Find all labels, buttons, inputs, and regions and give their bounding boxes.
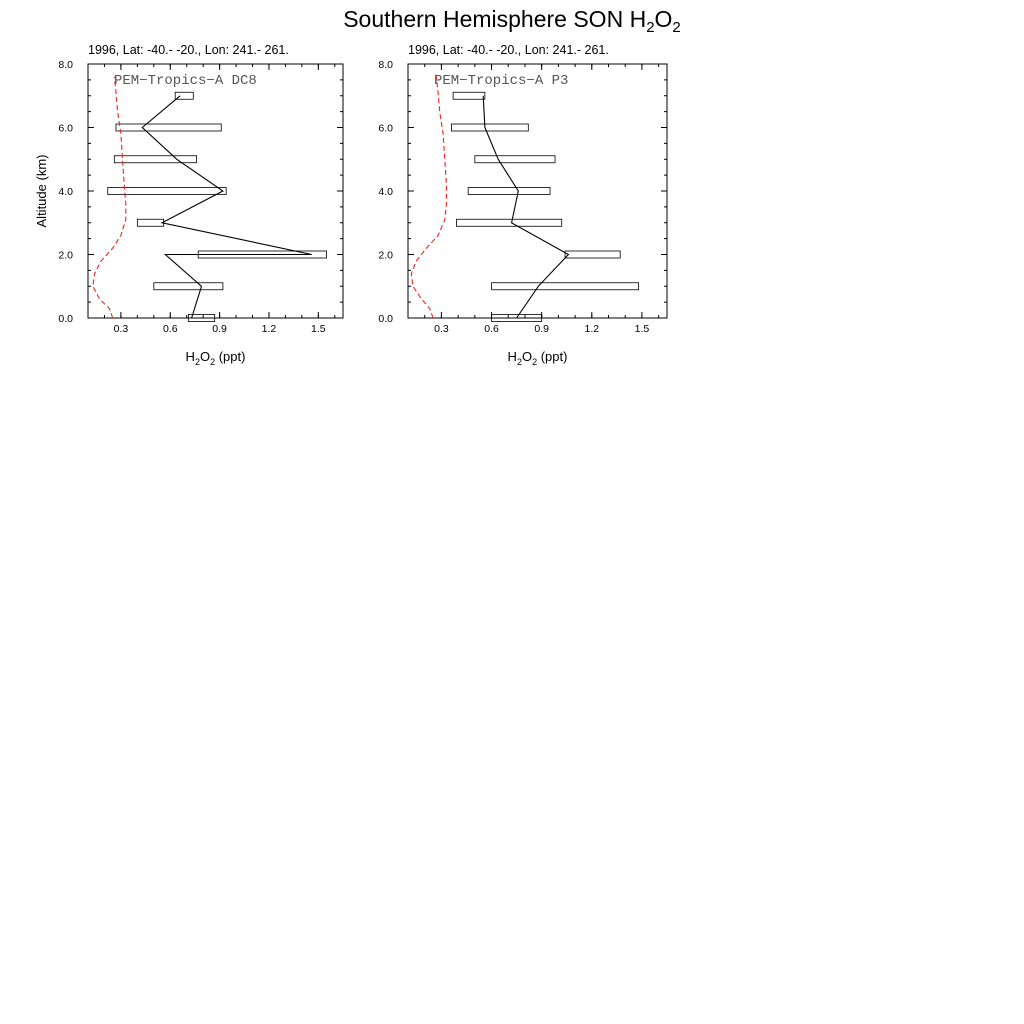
plot-frame <box>87 63 344 319</box>
obs-range-box <box>474 155 556 164</box>
obs-range-box <box>115 123 222 132</box>
x-tick-label: 1.5 <box>311 323 326 335</box>
x-tick-label: 0.3 <box>434 323 449 335</box>
x-axis-label: H2O2 (ppt) <box>186 349 246 367</box>
obs-range-box <box>564 250 621 259</box>
y-tick-label: 4.0 <box>378 186 393 198</box>
plot-frame <box>407 63 668 319</box>
x-tick-label: 0.3 <box>114 323 129 335</box>
y-tick-label: 0.0 <box>378 313 393 325</box>
model-profile-line <box>410 76 447 319</box>
y-tick-label: 0.0 <box>58 313 73 325</box>
obs-range-box <box>107 187 227 195</box>
y-axis-label: Altitude (km) <box>34 155 49 228</box>
obs-range-box <box>452 91 486 100</box>
x-tick-label: 1.2 <box>585 323 600 335</box>
observed-profile-line <box>141 95 312 319</box>
y-tick-label: 8.0 <box>378 59 393 71</box>
obs-range-box <box>467 187 551 195</box>
x-tick-label: 1.5 <box>635 323 650 335</box>
y-tick-label: 6.0 <box>378 123 393 135</box>
y-tick-label: 4.0 <box>58 186 73 198</box>
x-tick-label: 0.6 <box>163 323 178 335</box>
x-axis-label: H2O2 (ppt) <box>508 349 568 367</box>
observed-profile-line <box>482 95 570 319</box>
obs-range-box <box>136 218 165 227</box>
x-tick-label: 1.2 <box>262 323 277 335</box>
panel-subtitle: 1996, Lat: -40.- -20., Lon: 241.- 261. <box>408 43 609 57</box>
obs-range-box <box>491 282 639 291</box>
y-tick-label: 6.0 <box>58 123 73 135</box>
obs-range-box <box>187 314 216 322</box>
campaign-label: PEM−Tropics−A P3 <box>434 73 568 89</box>
y-tick-label: 2.0 <box>58 250 73 262</box>
obs-range-box <box>153 282 224 291</box>
panel-dc8: 1996, Lat: -40.- -20., Lon: 241.- 261. 0.… <box>34 43 344 367</box>
obs-range-box <box>451 123 529 132</box>
obs-range-box <box>456 218 563 227</box>
figure-title: Southern Hemisphere SON H2O2 <box>343 6 681 36</box>
obs-range-box <box>174 91 194 100</box>
x-tick-label: 0.6 <box>484 323 499 335</box>
obs-range-box <box>113 155 197 164</box>
panel-p3: 1996, Lat: -40.- -20., Lon: 241.- 261. 0.… <box>378 43 668 367</box>
y-tick-label: 8.0 <box>58 59 73 71</box>
x-tick-label: 0.9 <box>212 323 227 335</box>
x-tick-label: 0.9 <box>534 323 549 335</box>
campaign-label: PEM−Tropics−A DC8 <box>114 73 257 89</box>
obs-range-box <box>491 314 543 322</box>
panel-subtitle: 1996, Lat: -40.- -20., Lon: 241.- 261. <box>88 43 289 57</box>
model-profile-line <box>92 76 127 319</box>
y-tick-label: 2.0 <box>378 250 393 262</box>
